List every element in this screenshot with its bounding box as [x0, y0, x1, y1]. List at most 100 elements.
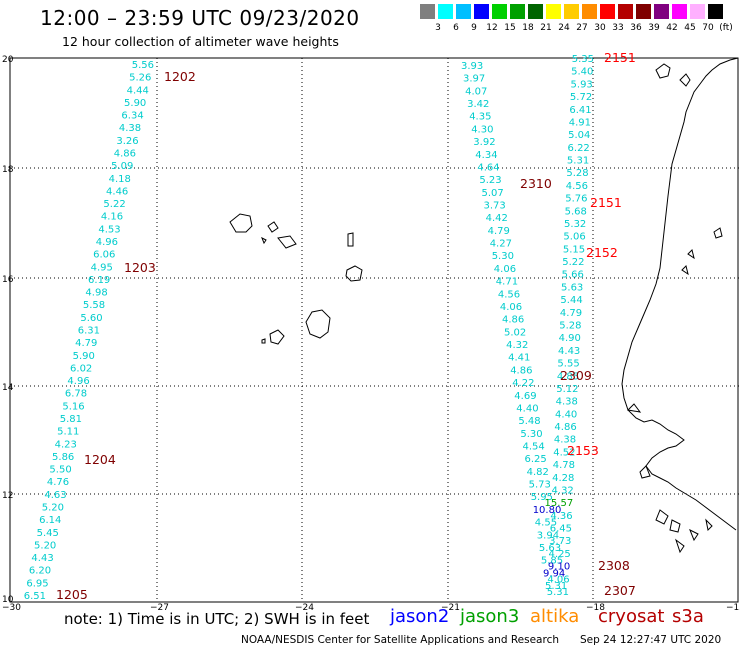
legend-swatch: [420, 4, 435, 19]
map-frame: [9, 57, 739, 603]
legend-label: 42: [666, 23, 678, 33]
legend-label: 18: [522, 23, 534, 33]
wave-height-label: 5.09: [111, 161, 133, 172]
wave-height-label: 3.26: [116, 136, 138, 147]
wave-height-label: 4.86: [554, 422, 576, 433]
wave-height-label: 6.78: [65, 389, 87, 400]
wave-height-label: 5.31: [567, 156, 589, 167]
map-title: 12:00 – 23:59 UTC 09/23/2020: [40, 6, 360, 30]
wave-height-label: 5.73: [529, 480, 551, 491]
wave-height-label: 6.06: [93, 250, 115, 261]
legend-swatch: [438, 4, 453, 19]
legend-swatch: [690, 4, 705, 19]
wave-height-label: 5.31: [547, 587, 569, 598]
cape-verde-islands: [229, 213, 363, 345]
wave-height-label: 5.07: [482, 188, 504, 199]
wave-height-label: 5.81: [60, 414, 82, 425]
legend-label: 45: [684, 23, 696, 33]
wave-height-label: 6.14: [39, 515, 61, 526]
wave-height-label: 4.69: [514, 391, 536, 402]
wave-height-label: 5.22: [103, 199, 125, 210]
wave-height-label: 4.96: [96, 237, 118, 248]
wave-height-label: 4.86: [114, 149, 136, 160]
wave-height-label: 4.32: [552, 486, 574, 497]
wave-height-label: 5.23: [479, 175, 501, 186]
x-tick-label: −27: [150, 603, 169, 613]
wave-height-label: 4.90: [559, 333, 581, 344]
wave-height-label: 4.40: [516, 403, 538, 414]
wave-height-label: 4.98: [85, 288, 107, 299]
wave-height-label: 5.16: [62, 401, 84, 412]
wave-height-label: 6.45: [550, 524, 572, 535]
legend-altika: altika: [530, 606, 580, 627]
wave-height-label: 3.94: [537, 530, 559, 541]
african-coastline: [621, 57, 739, 554]
legend-label: 9: [471, 23, 477, 33]
wave-height-label: 5.86: [52, 452, 74, 463]
wave-height-label: 6.02: [70, 363, 92, 374]
wave-height-label: 6.22: [568, 143, 590, 154]
track-time-label: 1205: [56, 587, 88, 602]
wave-height-label: 4.07: [465, 86, 487, 97]
wave-height-label: 5.31: [545, 581, 567, 592]
wave-height-label: 3.97: [463, 74, 485, 85]
wave-height-label: 4.42: [486, 213, 508, 224]
wave-height-label: 4.63: [44, 490, 66, 501]
wave-height-label: 4.06: [500, 302, 522, 313]
wave-height-label: 5.44: [560, 295, 582, 306]
legend-jason3: jason3: [460, 606, 520, 627]
wave-height-label: 4.76: [47, 477, 69, 488]
legend-cryosat: cryosat: [598, 606, 665, 627]
wave-height-label: 5.90: [124, 98, 146, 109]
wave-height-label: 5.45: [37, 528, 59, 539]
track-time-label: 2151: [604, 50, 636, 65]
wave-height-label: 4.06: [547, 574, 569, 585]
wave-height-label: 5.28: [566, 168, 588, 179]
legend-swatch: [528, 4, 543, 19]
legend-swatch: [456, 4, 471, 19]
legend-label: 30: [594, 23, 606, 33]
wave-height-label: 5.04: [568, 130, 590, 141]
wave-height-label: 5.28: [559, 321, 581, 332]
wave-height-label: 6.41: [569, 105, 591, 116]
wave-height-label: 4.56: [498, 289, 520, 300]
wave-height-label: 5.63: [561, 282, 583, 293]
wave-height-label: 4.44: [127, 85, 149, 96]
wave-height-label: 4.38: [119, 123, 141, 134]
legend-swatch: [654, 4, 669, 19]
wave-height-label: 3.93: [461, 61, 483, 72]
wave-height-label: 4.86: [510, 365, 532, 376]
wave-height-label: 15.57: [545, 498, 574, 509]
wave-height-label: 5.72: [570, 92, 592, 103]
wave-height-label: 5.06: [563, 232, 585, 243]
legend-label: 24: [558, 23, 570, 33]
wave-height-label: 5.68: [565, 206, 587, 217]
y-tick-label: 16: [2, 275, 14, 285]
wave-height-label: 4.91: [569, 118, 591, 129]
x-tick-label: −21: [441, 603, 460, 613]
wave-height-label: 5.40: [571, 67, 593, 78]
legend-label: 6: [453, 23, 459, 33]
wave-height-label: 6.25: [525, 454, 547, 465]
wave-height-label: 5.50: [49, 465, 71, 476]
wave-height-label: 4.86: [502, 315, 524, 326]
wave-height-label: 4.30: [471, 124, 493, 135]
wave-height-label: 9.94: [543, 568, 565, 579]
wave-height-label: 4.55: [535, 518, 557, 529]
y-tick-label: 10: [2, 595, 14, 605]
track-time-label: 2153: [567, 443, 599, 458]
wave-height-label: 3.92: [473, 137, 495, 148]
wave-height-label: 5.60: [80, 313, 102, 324]
legend-label: 36: [630, 23, 642, 33]
wave-height-label: 4.95: [91, 262, 113, 273]
wave-height-label: 5.12: [556, 384, 578, 395]
track-time-label: 2152: [586, 245, 618, 260]
wave-height-label: 4.41: [508, 353, 530, 364]
track-time-label: 2308: [598, 558, 630, 573]
y-tick-label: 20: [2, 55, 14, 65]
wave-height-label: 5.66: [562, 270, 584, 281]
wave-height-label: 3.42: [467, 99, 489, 110]
wave-height-label: 5.95: [531, 492, 553, 503]
legend-swatch: [474, 4, 489, 19]
wave-height-label: 4.56: [566, 181, 588, 192]
